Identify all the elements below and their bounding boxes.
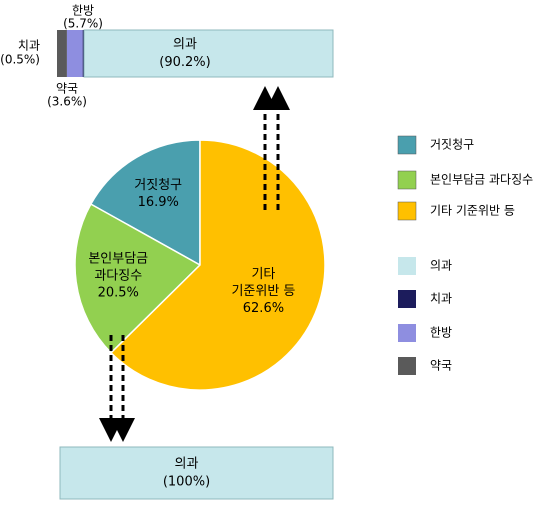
slice-label: 과다징수 — [94, 269, 142, 284]
legend-swatch — [398, 324, 416, 342]
value-label: (100%) — [163, 475, 210, 490]
bar-label: 약국 — [56, 81, 78, 96]
value-label: 20.5% — [98, 286, 139, 301]
legend-label: 기타 기준위반 등 — [430, 204, 515, 218]
bar-segment — [59, 446, 334, 500]
bar-segment — [57, 30, 67, 77]
slice-label: 기준위반 등 — [231, 284, 295, 299]
bar-segment — [82, 30, 85, 77]
legend-label: 의과 — [430, 259, 452, 273]
slice-label: 거짓청구 — [134, 178, 182, 193]
legend-swatch — [397, 170, 417, 190]
legend-swatch — [397, 135, 417, 155]
legend-swatch — [398, 357, 416, 375]
slice-label: 기타 — [251, 267, 275, 282]
bar-label: 의과 — [173, 37, 197, 52]
bar-segment — [83, 29, 334, 78]
pie-slice — [74, 203, 202, 354]
slice-label: 본인부담금 — [88, 252, 148, 267]
value-label: (0.5%) — [0, 53, 40, 67]
bar-segment — [66, 30, 83, 77]
value-label: (90.2%) — [159, 55, 210, 70]
bar-label: 한방 — [72, 4, 94, 18]
legend-swatch — [398, 290, 416, 308]
legend-swatch — [397, 201, 417, 221]
value-label: 16.9% — [138, 195, 179, 210]
pie-slice — [89, 139, 201, 267]
legend-label: 치과 — [430, 292, 452, 306]
value-label: 62.6% — [243, 301, 284, 316]
bar-label: 의과 — [175, 457, 199, 472]
legend-label: 본인부담금 과다징수 — [430, 173, 533, 187]
legend-label: 거짓청구 — [430, 138, 474, 152]
arrows — [99, 86, 290, 442]
value-label: (5.7%) — [63, 17, 103, 31]
legend-label: 한방 — [430, 326, 452, 340]
legend-label: 약국 — [430, 358, 452, 373]
value-label: (3.6%) — [47, 95, 87, 109]
bar-label: 치과 — [18, 39, 40, 53]
legend-swatch — [398, 257, 416, 275]
